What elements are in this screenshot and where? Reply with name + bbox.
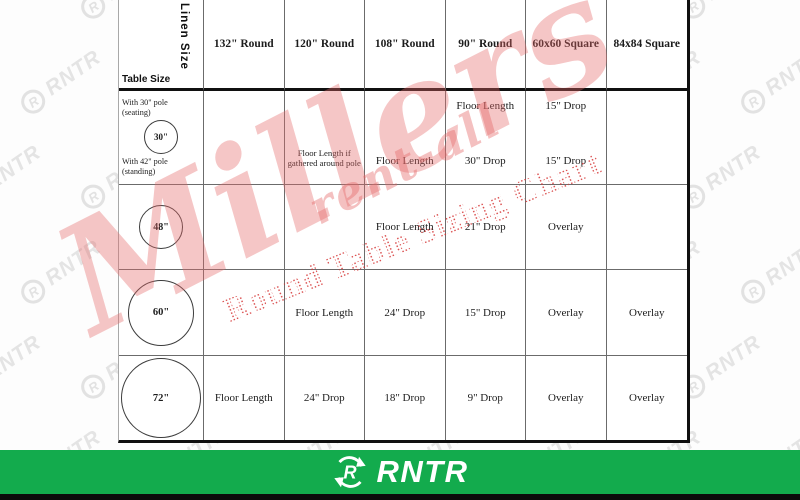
table-circle-72in: 72"	[121, 358, 201, 438]
cell-72-84x84: Overlay	[629, 392, 665, 404]
column-header-84x84-square: 84x84 Square	[606, 0, 687, 91]
cell-60-108: 24" Drop	[365, 270, 446, 356]
table-circle-60in: 60"	[128, 279, 194, 346]
cell-30-132	[204, 91, 285, 185]
note-30in-pole-seating: With 30" pole (seating)	[122, 98, 168, 117]
cell-48-132	[204, 185, 285, 270]
cell-60-132	[204, 270, 285, 356]
row-label-30in: With 30" pole (seating) 30" With 42" pol…	[119, 91, 204, 185]
column-header-120-round: 120" Round	[284, 0, 365, 91]
cell-value: Floor Length if gathered around pole	[287, 148, 361, 168]
cell-30-60x60: 15" Drop 15" Drop	[526, 91, 607, 185]
cell-72-108: 18" Drop	[365, 356, 446, 440]
cell-value: 15" Drop	[545, 155, 587, 168]
rntr-logo: R RNTR	[331, 453, 468, 491]
sizing-chart-panel: Linen Size Table Size 132" Round 120" Ro…	[118, 0, 690, 443]
column-header-108-round: 108" Round	[365, 0, 446, 91]
footer-bar: R RNTR	[0, 450, 800, 494]
cell-60-120: Floor Length	[284, 270, 365, 356]
column-header-60x60-square: 60x60 Square	[526, 0, 607, 91]
rntr-circle-arrows-icon: R	[334, 456, 367, 488]
cell-48-108: Floor Length	[365, 185, 446, 270]
row-label-60in: 60"	[119, 270, 204, 356]
row-label-72in: 72"	[119, 356, 204, 440]
table-circle-48in: 48"	[139, 205, 183, 249]
cell-60-84x84: Overlay	[606, 270, 687, 356]
table-circle-30in: 30"	[144, 120, 178, 154]
cell-30-108: Floor Length	[365, 91, 446, 185]
cell-72-60x60: Overlay	[526, 356, 607, 440]
column-header-90-round: 90" Round	[445, 0, 526, 91]
sizing-chart-table: Linen Size Table Size 132" Round 120" Ro…	[118, 0, 690, 443]
row-label-48in: 48"	[119, 185, 204, 270]
cell-60-90: 15" Drop	[445, 270, 526, 356]
cell-72-132: Floor Length	[204, 356, 285, 440]
cell-72-90: 9" Drop	[446, 356, 526, 440]
logo-letter: R	[344, 463, 357, 483]
footer-logo-text: RNTR	[376, 454, 469, 489]
cell-60-60x60: Overlay	[526, 270, 607, 356]
cell-value: Floor Length	[456, 100, 515, 112]
cell-48-84x84	[606, 185, 687, 270]
cell-48-120	[284, 185, 365, 270]
table-size-axis-label: Table Size	[122, 74, 171, 85]
corner-header-cell: Linen Size Table Size	[119, 0, 204, 91]
cell-48-60x60: Overlay	[526, 185, 607, 270]
cell-value: 15" Drop	[545, 100, 587, 112]
cell-48-90: 21" Drop	[445, 185, 526, 270]
cell-30-84x84	[606, 91, 687, 185]
cell-72-120: 24" Drop	[285, 356, 365, 440]
cell-value: Floor Length	[375, 155, 434, 168]
column-header-132-round: 132" Round	[204, 0, 285, 91]
cell-30-90: Floor Length 30" Drop	[445, 91, 526, 185]
cell-value: 30" Drop	[464, 155, 506, 168]
linen-size-axis-label: Linen Size	[178, 3, 190, 70]
cell-30-120: Floor Length if gathered around pole	[284, 91, 365, 185]
footer-black-strip	[0, 494, 800, 500]
note-42in-pole-standing: With 42" pole (standing)	[122, 157, 168, 177]
